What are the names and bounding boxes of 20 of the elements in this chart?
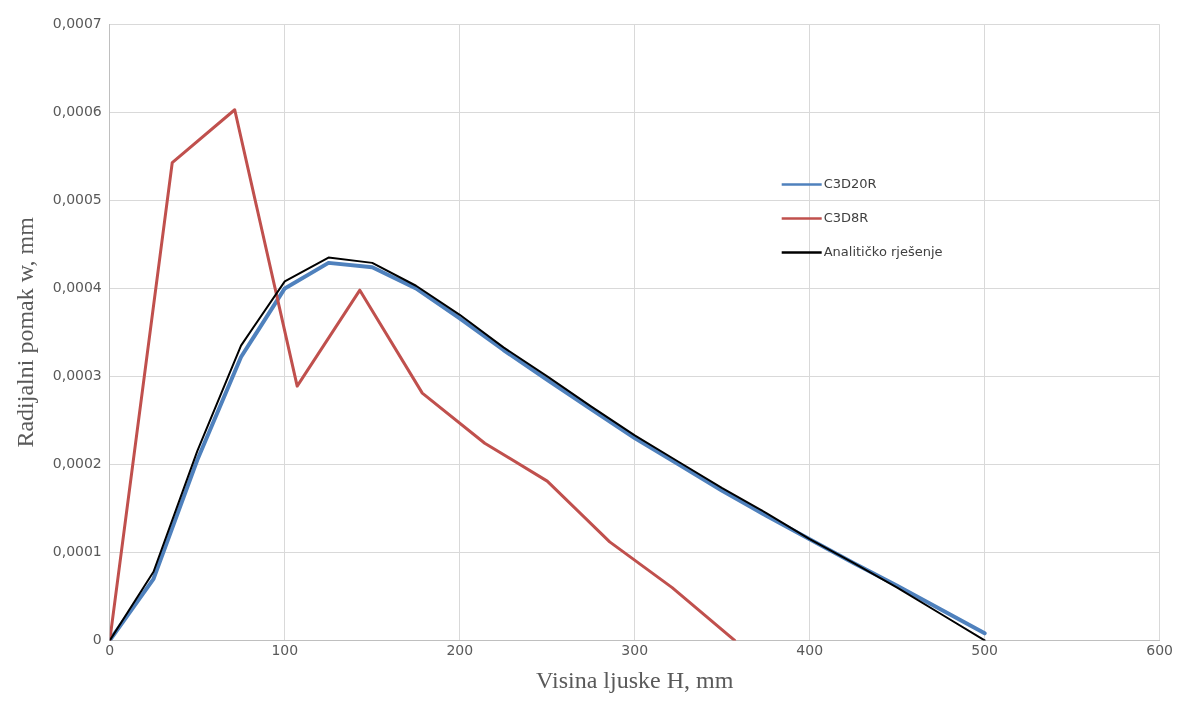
x-tick-label: 300 [621, 642, 649, 659]
y-tick-label: 0 [92, 631, 102, 648]
y-tick-label: 0,0005 [52, 191, 102, 208]
legend-label: C3D20R [823, 175, 877, 191]
x-tick-label: 200 [446, 642, 474, 659]
y-tick-label: 0,0003 [52, 367, 102, 384]
y-tick-label: 0,0006 [52, 103, 102, 120]
legend-label: C3D8R [823, 209, 869, 225]
y-tick-label: 0,0007 [52, 15, 102, 32]
legend-label: Analitičko rješenje [823, 243, 943, 259]
y-axis-title: Radijalni pomak w, mm [11, 216, 38, 448]
x-tick-label: 0 [105, 642, 115, 659]
y-tick-label: 0,0002 [52, 455, 102, 472]
y-tick-label: 0,0004 [52, 279, 102, 296]
x-tick-label: 500 [971, 642, 999, 659]
x-tick-label: 400 [796, 642, 824, 659]
y-tick-label: 0,0001 [52, 543, 102, 560]
x-axis-title: Visina ljuske H, mm [536, 666, 734, 693]
x-tick-label: 100 [271, 642, 299, 659]
x-tick-label: 600 [1146, 642, 1174, 659]
